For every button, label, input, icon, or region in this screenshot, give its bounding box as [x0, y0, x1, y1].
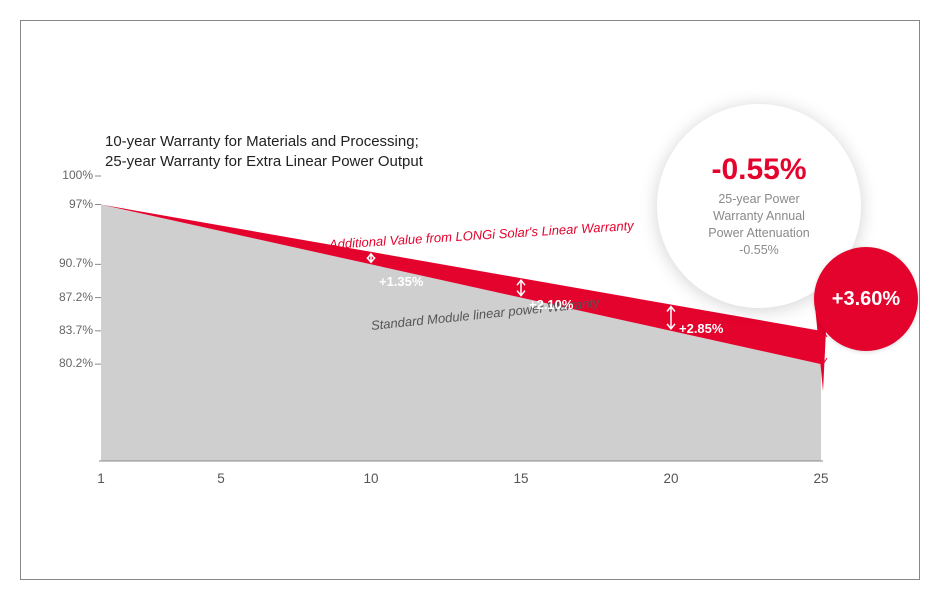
callout-subline: Warranty Annual	[708, 208, 809, 225]
chart-canvas: 10-year Warranty for Materials and Proce…	[21, 21, 919, 579]
x-tick-label: 5	[217, 471, 225, 486]
y-tick-label: 83.7%	[45, 323, 93, 337]
chart-frame: 10-year Warranty for Materials and Proce…	[20, 20, 920, 580]
y-tick-label: 80.2%	[45, 356, 93, 370]
chart-title: 10-year Warranty for Materials and Proce…	[105, 132, 423, 173]
chart-title-line2: 25-year Warranty for Extra Linear Power …	[105, 152, 423, 172]
gain-label: +2.85%	[679, 321, 723, 336]
callout-subline: -0.55%	[708, 242, 809, 259]
value-bubble: +3.60%	[814, 247, 918, 351]
x-tick-label: 25	[813, 471, 828, 486]
value-bubble-label: +3.60%	[832, 288, 900, 311]
callout-subline: Power Attenuation	[708, 225, 809, 242]
y-tick-label: 90.7%	[45, 256, 93, 270]
x-tick-label: 1	[97, 471, 105, 486]
x-tick-label: 10	[363, 471, 378, 486]
gain-label: +2.10%	[529, 297, 573, 312]
callout-subtext: 25-year PowerWarranty AnnualPower Attenu…	[708, 191, 809, 259]
y-tick-label: 100%	[45, 168, 93, 182]
gain-label: +1.35%	[379, 274, 423, 289]
y-tick-label: 87.2%	[45, 290, 93, 304]
x-tick-label: 20	[663, 471, 678, 486]
x-tick-label: 15	[513, 471, 528, 486]
chart-title-line1: 10-year Warranty for Materials and Proce…	[105, 132, 423, 152]
callout-subline: 25-year Power	[708, 191, 809, 208]
callout-headline: -0.55%	[711, 153, 806, 187]
y-tick-label: 97%	[45, 197, 93, 211]
